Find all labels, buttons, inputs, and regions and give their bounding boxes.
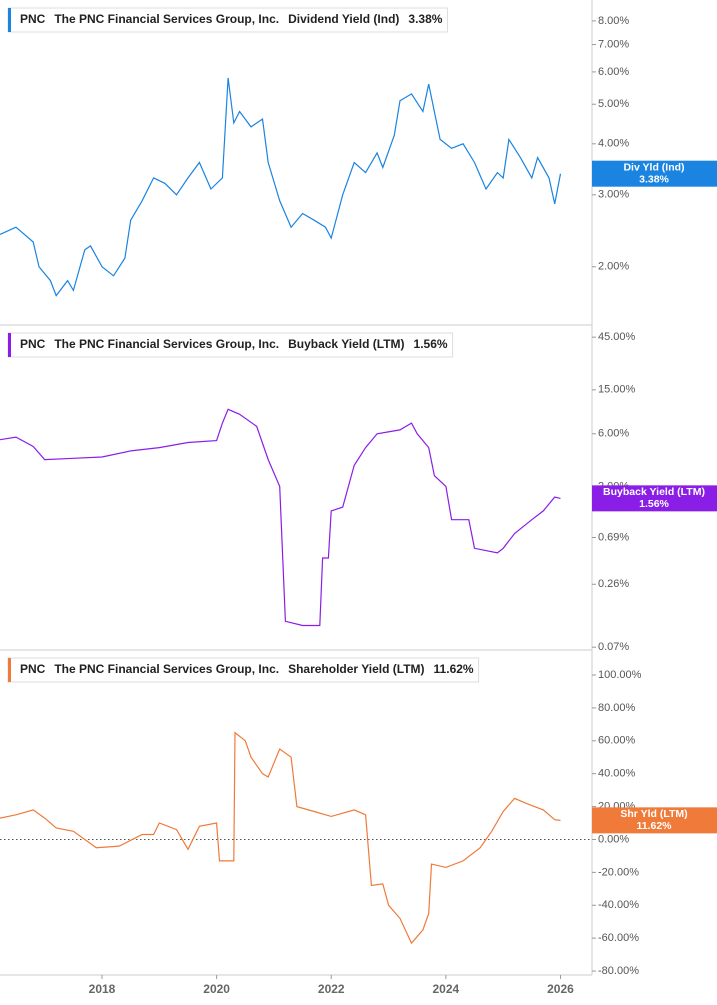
y-tick-label: 40.00% [598, 768, 636, 780]
legend-series-name: Shareholder Yield (LTM) [288, 662, 424, 676]
y-tick-label: -80.00% [598, 965, 639, 977]
legend-value: 1.56% [414, 337, 448, 351]
series-line [0, 408, 561, 627]
legend-series-name: Buyback Yield (LTM) [288, 337, 404, 351]
x-tick-label: 2018 [89, 982, 116, 996]
series-line [0, 731, 561, 945]
callout-value: 11.62% [636, 820, 672, 832]
legend-swatch [8, 333, 11, 357]
callout-value: 3.38% [639, 173, 669, 185]
y-tick-label: 0.07% [598, 641, 629, 653]
y-tick-label: 7.00% [598, 38, 629, 50]
legend-series-name: Dividend Yield (Ind) [288, 12, 399, 26]
y-tick-label: 3.00% [598, 189, 629, 201]
legend-company: The PNC Financial Services Group, Inc. [54, 12, 279, 26]
callout-box [592, 485, 717, 512]
legend: PNC The PNC Financial Services Group, Inc… [7, 657, 480, 683]
callout-box [592, 160, 717, 187]
series-line [0, 77, 562, 297]
legend-swatch [8, 658, 11, 682]
y-tick-label: 8.00% [598, 15, 629, 27]
y-tick-label: 6.00% [598, 66, 629, 78]
legend-company: The PNC Financial Services Group, Inc. [54, 662, 279, 676]
x-tick-label: 2020 [203, 982, 230, 996]
y-tick-label: 100.00% [598, 669, 642, 681]
legend-box [7, 7, 448, 33]
x-tick-label: 2026 [547, 982, 574, 996]
y-tick-label: -20.00% [598, 866, 639, 878]
y-tick-label: 45.00% [598, 331, 636, 343]
y-tick-label: 80.00% [598, 702, 636, 714]
x-tick-label: 2024 [433, 982, 460, 996]
y-tick-label: 0.69% [598, 531, 629, 543]
callout-value: 1.56% [639, 498, 669, 510]
callout-name: Div Yld (Ind) [623, 161, 684, 173]
legend-ticker: PNC [20, 12, 46, 26]
y-tick-label: -60.00% [598, 932, 639, 944]
y-tick-label: 15.00% [598, 384, 636, 396]
legend-box [7, 657, 480, 683]
legend-value: 3.38% [408, 12, 442, 26]
legend-ticker: PNC [20, 662, 46, 676]
y-tick-label: 2.00% [598, 261, 629, 273]
y-tick-label: -40.00% [598, 899, 639, 911]
legend-company: The PNC Financial Services Group, Inc. [54, 337, 279, 351]
y-tick-label: 0.00% [598, 833, 629, 845]
callout-name: Shr Yld (LTM) [620, 808, 687, 820]
legend: PNC The PNC Financial Services Group, Inc… [7, 332, 454, 358]
y-tick-label: 6.00% [598, 428, 629, 440]
x-tick-label: 2022 [318, 982, 345, 996]
legend-ticker: PNC [20, 337, 46, 351]
legend-swatch [8, 8, 11, 32]
y-tick-label: 0.26% [598, 578, 629, 590]
y-tick-label: 60.00% [598, 735, 636, 747]
legend-value: 11.62% [434, 662, 474, 676]
callout-box [592, 807, 717, 834]
legend: PNC The PNC Financial Services Group, Inc… [7, 7, 448, 33]
callout-name: Buyback Yield (LTM) [603, 486, 705, 498]
y-tick-label: 4.00% [598, 138, 629, 150]
y-tick-label: 5.00% [598, 98, 629, 110]
